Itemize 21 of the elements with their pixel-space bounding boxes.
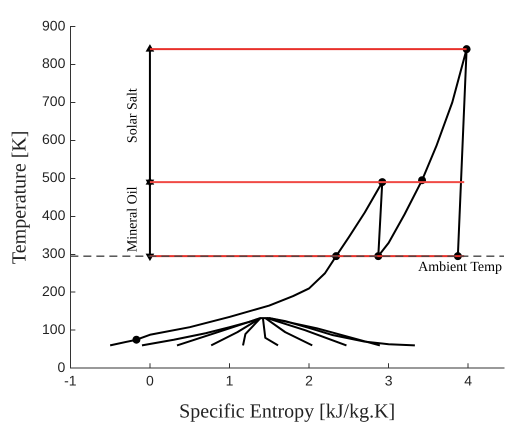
x-tick-label: -1	[64, 372, 77, 388]
x-tick-label: 4	[464, 372, 472, 388]
y-tick-label: 300	[42, 245, 66, 262]
y-tick-label: 500	[42, 169, 66, 186]
y-tick-label: 600	[42, 131, 66, 148]
y-axis-title: Temperature [K]	[8, 130, 30, 264]
y-tick-label: 800	[42, 55, 66, 72]
y-tick-label: 400	[42, 207, 66, 224]
y-tick-label: 200	[42, 283, 66, 300]
ref-line-label: Ambient Temp	[418, 260, 502, 275]
annotation: Solar Salt	[126, 88, 141, 144]
x-tick-label: 1	[226, 372, 234, 388]
y-tick-label: 700	[42, 93, 66, 110]
y-tick-label: 900	[42, 17, 66, 34]
x-axis-title: Specific Entropy [kJ/kg.K]	[179, 400, 396, 422]
x-tick-label: 0	[146, 372, 154, 388]
y-tick-label: 0	[58, 359, 66, 376]
x-tick-label: 2	[305, 372, 314, 388]
y-tick-label: 100	[42, 321, 66, 338]
annotation: Mineral Oil	[126, 186, 141, 252]
x-tick-label: 3	[384, 372, 393, 388]
